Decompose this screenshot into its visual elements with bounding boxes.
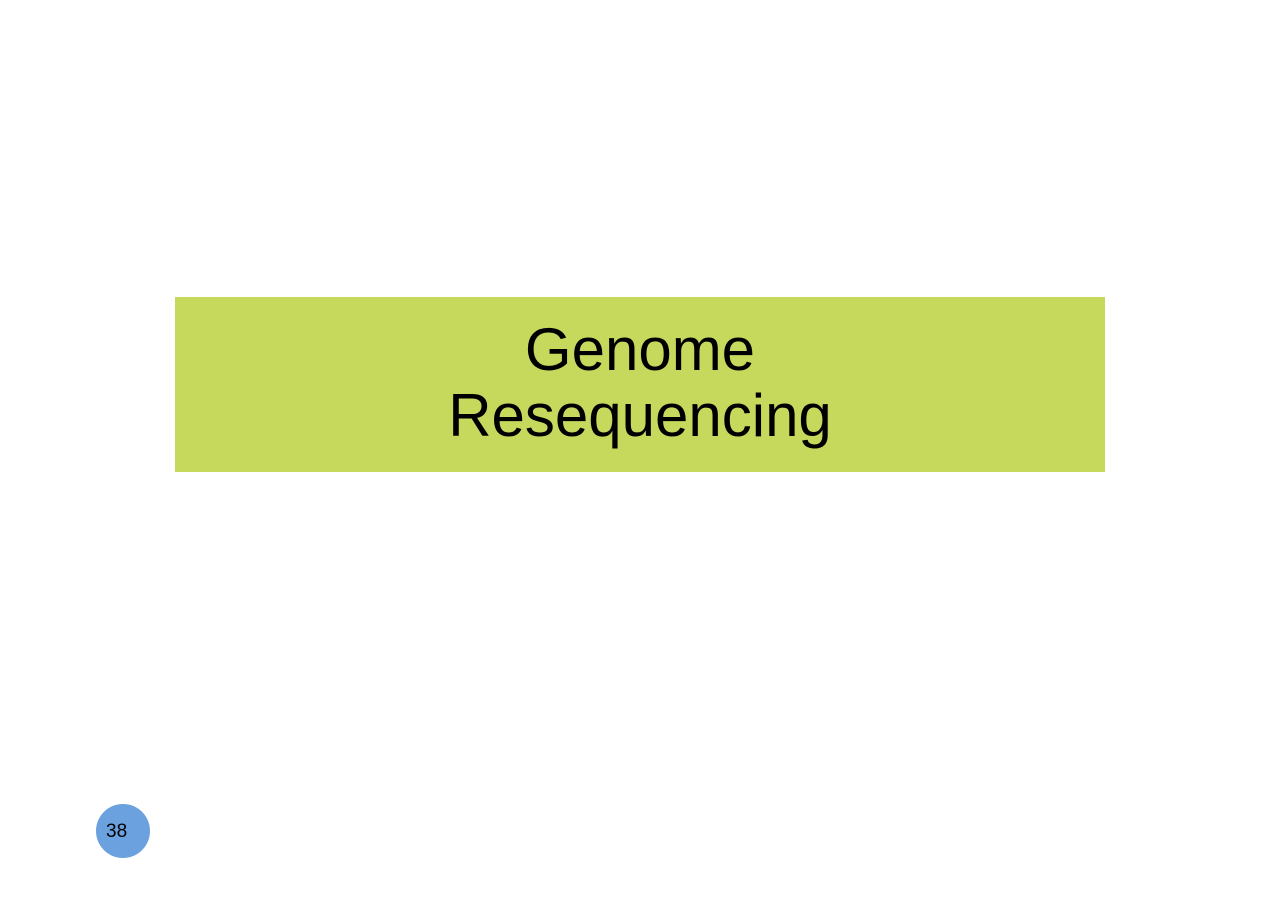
title-banner: Genome Resequencing	[175, 297, 1105, 472]
title-line-1: Genome	[524, 315, 756, 383]
page-number-badge: 38	[96, 804, 150, 858]
page-number: 38	[106, 820, 128, 842]
title-line-2: Resequencing	[448, 381, 832, 449]
